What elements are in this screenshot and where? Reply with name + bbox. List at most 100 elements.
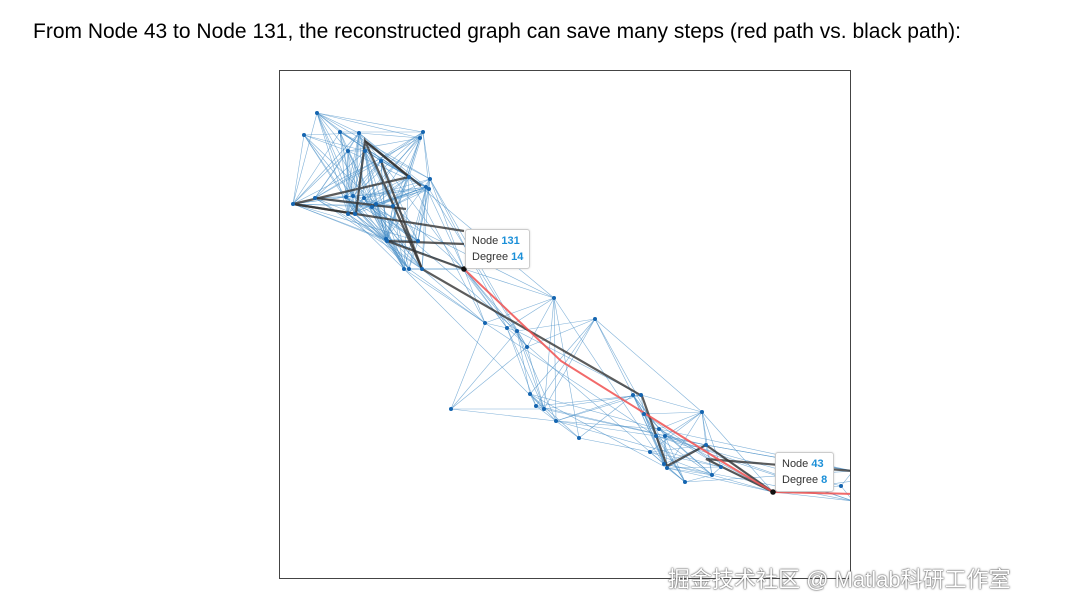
graph-node[interactable] [654, 434, 658, 438]
graph-node[interactable] [363, 149, 367, 153]
graph-edge [526, 318, 596, 348]
graph-edge [363, 178, 431, 199]
graph-node[interactable] [420, 267, 424, 271]
graph-node[interactable] [710, 473, 714, 477]
graph-node[interactable] [534, 404, 538, 408]
graph-node[interactable] [379, 159, 383, 163]
graph-node[interactable] [577, 436, 581, 440]
graph-node[interactable] [421, 130, 425, 134]
graph-node[interactable] [418, 136, 422, 140]
graph-edge [421, 268, 486, 324]
graph-edge [526, 346, 545, 410]
graph-edge [666, 467, 713, 476]
graph-edge [594, 318, 634, 396]
long-path-segment [379, 160, 424, 270]
graph-edge [392, 205, 410, 270]
graph-node[interactable] [353, 212, 357, 216]
graph-edge [386, 205, 394, 242]
graph-node[interactable] [370, 205, 374, 209]
graph-edge [392, 186, 427, 207]
graph-node[interactable] [648, 450, 652, 454]
graph-node[interactable] [346, 149, 350, 153]
graph-node[interactable] [315, 111, 319, 115]
graph-edge [543, 297, 555, 410]
graph-node[interactable] [593, 317, 597, 321]
graph-node[interactable] [291, 202, 295, 206]
graph-node[interactable] [302, 133, 306, 137]
graph-node[interactable] [515, 329, 519, 333]
graph-node[interactable] [839, 484, 843, 488]
graph-node[interactable] [683, 480, 687, 484]
graph-edge [347, 213, 423, 270]
graph-node[interactable] [663, 434, 667, 438]
long-path-segment [314, 196, 407, 211]
graph-edge [316, 112, 360, 134]
graph-edge [701, 411, 722, 468]
graph-node[interactable] [313, 196, 317, 200]
graph-node[interactable] [346, 212, 350, 216]
graph-node[interactable] [357, 131, 361, 135]
graph-node[interactable] [362, 196, 366, 200]
graph-node[interactable] [639, 393, 643, 397]
graph-edge [463, 268, 555, 299]
highlighted-node[interactable] [770, 489, 776, 495]
graph-node[interactable] [704, 443, 708, 447]
graph-node[interactable] [351, 194, 355, 198]
graph-node[interactable] [552, 296, 556, 300]
graph-node[interactable] [665, 466, 669, 470]
graph-edge [578, 437, 651, 453]
graph-edge [292, 112, 318, 205]
graph-node[interactable] [407, 267, 411, 271]
graph-edge [314, 150, 349, 199]
graph-edge [666, 466, 722, 469]
graph-node[interactable] [483, 321, 487, 325]
graph-node[interactable] [391, 204, 395, 208]
graph-edge [316, 112, 354, 197]
graph-edge [529, 393, 660, 430]
graph-edge [450, 408, 557, 422]
graph-node[interactable] [700, 410, 704, 414]
graph-edge [463, 268, 518, 332]
graph-edge [375, 203, 394, 207]
graph-node[interactable] [427, 187, 431, 191]
graph-plot[interactable]: Node 131 Degree 14 Node 43 Degree 8 [279, 70, 851, 579]
graph-edge [403, 268, 486, 324]
graph-node[interactable] [402, 267, 406, 271]
graph-edge [316, 112, 356, 215]
graph-edge [408, 268, 486, 324]
graph-node[interactable] [344, 195, 348, 199]
graph-edge [450, 322, 486, 410]
graph-node[interactable] [631, 393, 635, 397]
graph-edge [292, 134, 305, 205]
tooltip-value: 14 [511, 251, 524, 263]
graph-edge [347, 213, 405, 270]
graph-canvas [291, 111, 850, 501]
graph-edge [553, 297, 580, 439]
graph-node[interactable] [338, 130, 342, 134]
graph-node[interactable] [424, 185, 428, 189]
graph-edge [553, 297, 557, 422]
graph-node[interactable] [554, 419, 558, 423]
graph-node[interactable] [449, 407, 453, 411]
graph-node[interactable] [542, 407, 546, 411]
short-path [463, 268, 850, 495]
graph-node[interactable] [528, 392, 532, 396]
graph-edge [535, 394, 642, 407]
graph-node[interactable] [505, 326, 509, 330]
graph-edge [363, 197, 410, 270]
graph-edge [711, 466, 722, 476]
graph-node[interactable] [662, 462, 666, 466]
graph-node[interactable] [416, 239, 420, 243]
graph-edge [292, 150, 349, 205]
graph-node[interactable] [525, 345, 529, 349]
graph-node[interactable] [374, 202, 378, 206]
graph-node[interactable] [428, 177, 432, 181]
graph-edge [535, 405, 557, 422]
graph-node[interactable] [407, 175, 411, 179]
graph-node[interactable] [385, 239, 389, 243]
graph-node[interactable] [657, 427, 661, 431]
graph-edge [345, 196, 349, 215]
graph-edge [535, 318, 596, 407]
graph-node[interactable] [719, 465, 723, 469]
graph-node[interactable] [642, 412, 646, 416]
